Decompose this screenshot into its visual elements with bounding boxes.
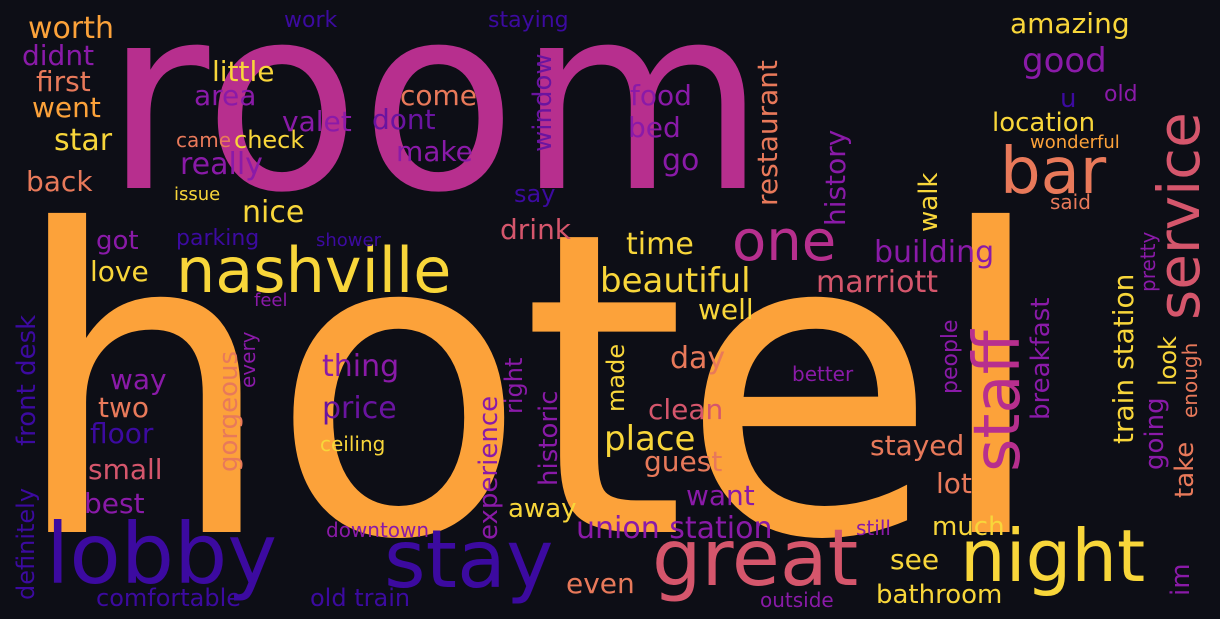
word-see: see xyxy=(890,543,940,576)
word-every: every xyxy=(236,331,260,388)
word-issue: issue xyxy=(174,184,221,205)
word-hotel: hotel xyxy=(10,143,1049,619)
word-feel: feel xyxy=(254,290,288,311)
word-look: look xyxy=(1154,336,1182,386)
word-want: want xyxy=(686,479,755,512)
word-first: first xyxy=(36,65,91,98)
word-star: star xyxy=(54,123,113,158)
word-walk: walk xyxy=(914,172,944,232)
word-still: still xyxy=(856,516,891,540)
word-old-train: old train xyxy=(310,584,411,612)
word-u: u xyxy=(1060,84,1077,114)
word-day: day xyxy=(670,341,726,376)
word-stayed: stayed xyxy=(870,429,965,462)
word-said: said xyxy=(1050,190,1091,214)
word-wonderful: wonderful xyxy=(1030,132,1120,153)
word-downtown: downtown xyxy=(326,518,430,542)
word-historic: historic xyxy=(534,390,564,486)
word-worth: worth xyxy=(28,11,115,46)
word-history: history xyxy=(819,129,852,226)
word-lot: lot xyxy=(936,467,972,500)
word-bar: bar xyxy=(1000,135,1107,209)
word-love: love xyxy=(90,255,149,288)
word-way: way xyxy=(110,363,167,396)
word-comfortable: comfortable xyxy=(96,584,242,612)
word-place: place xyxy=(604,419,696,459)
word-even: even xyxy=(566,567,635,600)
word-lobby: lobby xyxy=(46,505,278,603)
word-drink: drink xyxy=(500,213,572,246)
word-marriott: marriott xyxy=(816,265,938,300)
word-guest: guest xyxy=(644,445,723,478)
word-shower: shower xyxy=(316,230,381,251)
word-go: go xyxy=(662,143,700,178)
word-area: area xyxy=(194,79,257,112)
word-im: im xyxy=(1166,563,1196,596)
word-work: work xyxy=(284,8,338,33)
word-make: make xyxy=(396,135,473,168)
word-didnt: didnt xyxy=(22,39,95,72)
word-staying: staying xyxy=(488,8,569,33)
word-union-station: union station xyxy=(576,511,773,546)
word-well: well xyxy=(698,293,754,326)
word-little: little xyxy=(212,55,275,88)
word-people: people xyxy=(938,319,963,394)
word-bathroom: bathroom xyxy=(876,580,1003,610)
word-restaurant: restaurant xyxy=(751,60,784,206)
word-outside: outside xyxy=(760,588,834,612)
word-dont: dont xyxy=(372,103,436,136)
word-away: away xyxy=(508,494,577,524)
word-window: window xyxy=(528,53,558,152)
word-front-desk: front desk xyxy=(12,314,42,446)
word-got: got xyxy=(96,226,139,256)
word-room: room xyxy=(104,0,767,249)
word-say: say xyxy=(514,180,556,208)
word-went: went xyxy=(32,91,101,124)
word-good: good xyxy=(1022,41,1107,81)
word-back: back xyxy=(26,165,93,198)
word-definitely: definitely xyxy=(12,487,40,600)
word-really: really xyxy=(180,147,263,182)
word-food: food xyxy=(630,79,692,112)
word-enough: enough xyxy=(1178,342,1202,418)
word-amazing: amazing xyxy=(1010,7,1130,40)
word-made: made xyxy=(602,343,630,412)
word-time: time xyxy=(626,227,694,262)
word-ceiling: ceiling xyxy=(320,432,386,456)
word-take: take xyxy=(1170,441,1200,498)
word-best: best xyxy=(84,487,145,520)
word-staff: staff xyxy=(961,330,1035,472)
word-old: old xyxy=(1104,82,1138,107)
word-floor: floor xyxy=(90,417,154,450)
word-thing: thing xyxy=(322,349,400,384)
word-much: much xyxy=(932,512,1005,542)
word-going: going xyxy=(1140,397,1170,470)
word-small: small xyxy=(88,453,163,486)
word-nice: nice xyxy=(242,195,305,230)
word-train-station: train station xyxy=(1107,273,1140,444)
word-right: right xyxy=(500,357,528,414)
word-come: come xyxy=(400,79,478,112)
word-check: check xyxy=(234,126,305,154)
word-price: price xyxy=(322,391,397,426)
word-beautiful: beautiful xyxy=(600,261,751,301)
word-bed: bed xyxy=(628,111,681,144)
word-two: two xyxy=(98,391,150,424)
word-experience: experience xyxy=(474,395,504,540)
word-great: great xyxy=(652,514,859,604)
word-parking: parking xyxy=(176,226,260,251)
word-came: came xyxy=(176,128,232,152)
word-better: better xyxy=(792,362,854,386)
word-stay: stay xyxy=(384,513,554,606)
word-valet: valet xyxy=(282,105,352,138)
word-location: location xyxy=(992,108,1096,138)
word-building: building xyxy=(874,235,995,270)
word-pretty: pretty xyxy=(1136,231,1160,292)
word-clean: clean xyxy=(648,393,724,426)
word-night: night xyxy=(960,514,1146,598)
word-breakfast: breakfast xyxy=(1026,297,1056,420)
word-one: one xyxy=(732,209,837,274)
word-nashville: nashville xyxy=(176,234,452,307)
